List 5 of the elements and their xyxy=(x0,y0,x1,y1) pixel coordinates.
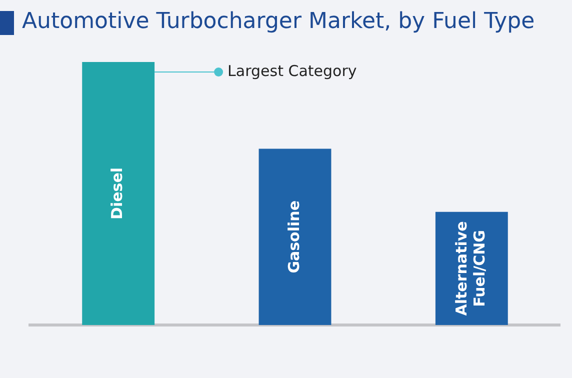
x-tick-label: Gasoline xyxy=(284,200,303,274)
chart-title: Automotive Turbocharger Market, by Fuel Type xyxy=(22,9,535,34)
annotation: Largest Category xyxy=(228,62,357,80)
x-tick-label: Diesel xyxy=(108,167,126,220)
x-tick-label: Alternative Fuel/CNG xyxy=(452,221,489,316)
